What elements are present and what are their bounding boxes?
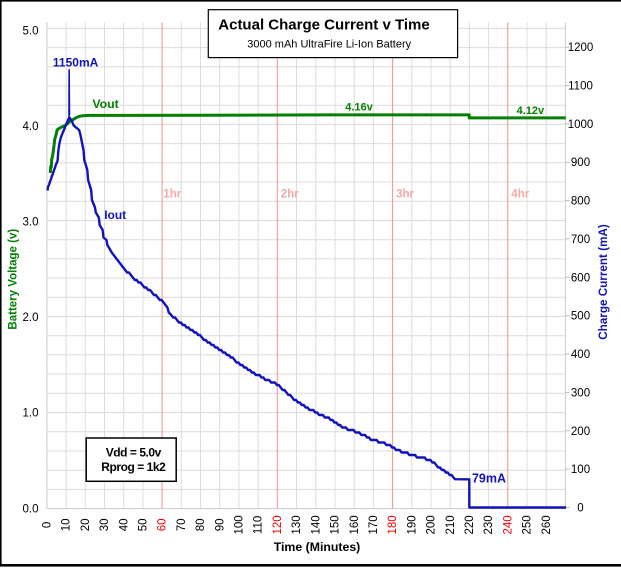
svg-text:1.0: 1.0 [23, 408, 39, 420]
svg-text:170: 170 [368, 515, 380, 534]
svg-text:900: 900 [571, 157, 590, 169]
svg-text:0.0: 0.0 [23, 503, 39, 515]
svg-text:2hr: 2hr [281, 189, 299, 201]
svg-text:60: 60 [157, 519, 169, 532]
svg-text:3000 mAh UltraFire Li-Ion Batt: 3000 mAh UltraFire Li-Ion Battery [247, 39, 411, 51]
svg-text:110: 110 [253, 516, 265, 534]
svg-text:Actual Charge Current v Time: Actual Charge Current v Time [218, 17, 429, 34]
svg-text:10: 10 [61, 519, 73, 532]
svg-text:40: 40 [118, 519, 130, 532]
svg-text:2.0: 2.0 [23, 312, 39, 324]
svg-text:Vout: Vout [92, 97, 118, 111]
svg-text:700: 700 [571, 234, 590, 246]
svg-text:210: 210 [445, 515, 457, 534]
svg-text:4.0: 4.0 [23, 121, 39, 133]
svg-text:200: 200 [571, 426, 590, 438]
svg-text:100: 100 [234, 515, 246, 534]
svg-text:400: 400 [571, 349, 590, 361]
svg-text:1hr: 1hr [163, 189, 181, 201]
svg-text:150: 150 [330, 515, 342, 534]
svg-text:30: 30 [99, 519, 111, 532]
svg-text:4.16v: 4.16v [345, 101, 373, 113]
svg-text:260: 260 [541, 515, 553, 534]
svg-text:4.12v: 4.12v [517, 105, 545, 117]
svg-text:70: 70 [176, 519, 188, 532]
svg-text:240: 240 [502, 515, 514, 534]
svg-text:Charge Current (mA): Charge Current (mA) [597, 224, 610, 340]
svg-text:20: 20 [80, 519, 92, 532]
svg-text:80: 80 [195, 519, 207, 532]
svg-text:5.0: 5.0 [23, 26, 39, 38]
svg-text:100: 100 [571, 464, 590, 476]
svg-text:140: 140 [310, 515, 322, 534]
svg-text:130: 130 [291, 515, 303, 534]
svg-text:4hr: 4hr [511, 189, 529, 201]
svg-text:190: 190 [406, 515, 418, 534]
svg-text:1000: 1000 [568, 119, 594, 131]
svg-text:230: 230 [483, 515, 495, 534]
svg-text:160: 160 [349, 515, 361, 534]
svg-text:180: 180 [387, 515, 399, 534]
svg-text:Battery Voltage (v): Battery Voltage (v) [8, 229, 20, 330]
svg-text:1100: 1100 [568, 81, 593, 93]
svg-text:Rprog = 1k2: Rprog = 1k2 [101, 460, 166, 474]
svg-text:1200: 1200 [568, 42, 594, 54]
svg-text:Iout: Iout [104, 208, 126, 222]
svg-text:500: 500 [571, 311, 590, 323]
svg-text:300: 300 [571, 387, 590, 399]
svg-text:Time (Minutes): Time (Minutes) [274, 540, 361, 554]
svg-text:600: 600 [571, 272, 590, 284]
svg-text:250: 250 [522, 515, 534, 534]
svg-text:200: 200 [426, 515, 438, 534]
svg-text:1150mA: 1150mA [53, 56, 99, 70]
svg-text:220: 220 [464, 515, 476, 534]
svg-text:0: 0 [42, 522, 54, 528]
svg-text:800: 800 [571, 196, 590, 208]
svg-text:Vdd = 5.0v: Vdd = 5.0v [106, 446, 162, 460]
svg-text:90: 90 [214, 519, 226, 532]
svg-text:0: 0 [577, 503, 583, 515]
svg-text:3hr: 3hr [396, 189, 414, 201]
svg-text:3.0: 3.0 [23, 217, 39, 229]
svg-text:50: 50 [138, 519, 150, 532]
svg-text:79mA: 79mA [472, 472, 506, 486]
svg-text:120: 120 [272, 515, 284, 534]
